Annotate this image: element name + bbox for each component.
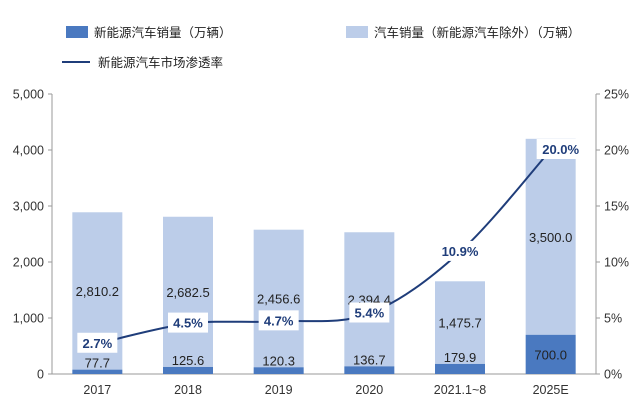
penetration-label: 4.7% <box>264 313 294 328</box>
penetration-label: 5.4% <box>355 306 385 321</box>
y-tick-label-right: 20% <box>604 144 629 158</box>
y-tick-label-left: 5,000 <box>13 88 44 102</box>
penetration-label-bg <box>436 240 484 261</box>
data-label-nev-sales: 179.9 <box>444 350 477 365</box>
y-tick-label-right: 5% <box>604 312 622 326</box>
legend-swatch-nev-sales <box>66 25 88 38</box>
penetration-label-bg <box>77 332 118 353</box>
y-tick-label-right: 0% <box>604 368 622 382</box>
legend-item-other-sales: 汽车销量（新能源汽车除外）（万辆） <box>346 22 580 41</box>
data-label-nev-sales: 700.0 <box>534 347 567 362</box>
legend-label-nev-sales: 新能源汽车销量（万辆） <box>94 26 232 40</box>
data-label-nev-sales: 120.3 <box>262 353 295 368</box>
x-tick-label: 2017 <box>83 383 111 397</box>
penetration-label: 20.0% <box>542 142 579 157</box>
y-tick-label-right: 10% <box>604 256 629 270</box>
legend-label-penetration: 新能源汽车市场渗透率 <box>98 56 224 70</box>
penetration-label-bg <box>349 302 390 323</box>
legend-swatch-other-sales <box>346 25 368 38</box>
penetration-label: 10.9% <box>442 244 479 259</box>
bar-other-sales <box>344 232 395 367</box>
bar-nev-sales <box>72 369 123 374</box>
legend-item-penetration: 新能源汽车市场渗透率 <box>62 52 223 71</box>
legend-line-penetration <box>62 60 90 63</box>
data-label-other-sales: 2,682.5 <box>166 285 209 300</box>
bar-other-sales <box>163 216 213 367</box>
legend-item-nev-sales: 新能源汽车销量（万辆） <box>66 22 232 41</box>
x-tick-label: 2020 <box>355 383 383 397</box>
bar-nev-sales <box>435 363 485 374</box>
legend-label-other-sales: 汽车销量（新能源汽车除外）（万辆） <box>374 26 581 40</box>
y-tick-label-left: 3,000 <box>13 200 44 214</box>
bar-nev-sales <box>344 366 395 374</box>
data-label-nev-sales: 136.7 <box>353 352 386 367</box>
x-tick-label: 2018 <box>174 383 202 397</box>
bar-other-sales <box>435 281 485 364</box>
x-tick-label: 2021.1~8 <box>434 383 487 397</box>
y-tick-label-right: 25% <box>604 88 629 102</box>
bar-other-sales <box>253 229 304 368</box>
bar-nev-sales <box>525 334 576 374</box>
data-label-other-sales: 2,810.2 <box>76 284 119 299</box>
y-tick-label-right: 15% <box>604 200 629 214</box>
data-label-other-sales: 3,500.0 <box>529 230 572 245</box>
data-label-other-sales: 1,475.7 <box>438 316 481 331</box>
penetration-label-bg <box>168 312 208 333</box>
penetration-label-bg <box>258 310 299 331</box>
x-tick-label: 2019 <box>265 383 293 397</box>
y-tick-label-left: 1,000 <box>13 312 44 326</box>
bar-nev-sales <box>163 366 213 374</box>
bar-other-sales <box>525 138 576 335</box>
bar-nev-sales <box>253 367 304 374</box>
data-label-nev-sales: 77.7 <box>85 356 110 371</box>
y-tick-label-left: 4,000 <box>13 144 44 158</box>
y-tick-label-left: 0 <box>37 368 44 382</box>
penetration-label: 2.7% <box>83 336 113 351</box>
data-label-nev-sales: 125.6 <box>172 353 205 368</box>
x-tick-label: 2025E <box>533 383 569 397</box>
data-label-other-sales: 2,456.6 <box>257 291 300 306</box>
y-tick-label-left: 2,000 <box>13 256 44 270</box>
penetration-label-bg <box>536 139 585 159</box>
penetration-label: 4.5% <box>173 316 203 331</box>
